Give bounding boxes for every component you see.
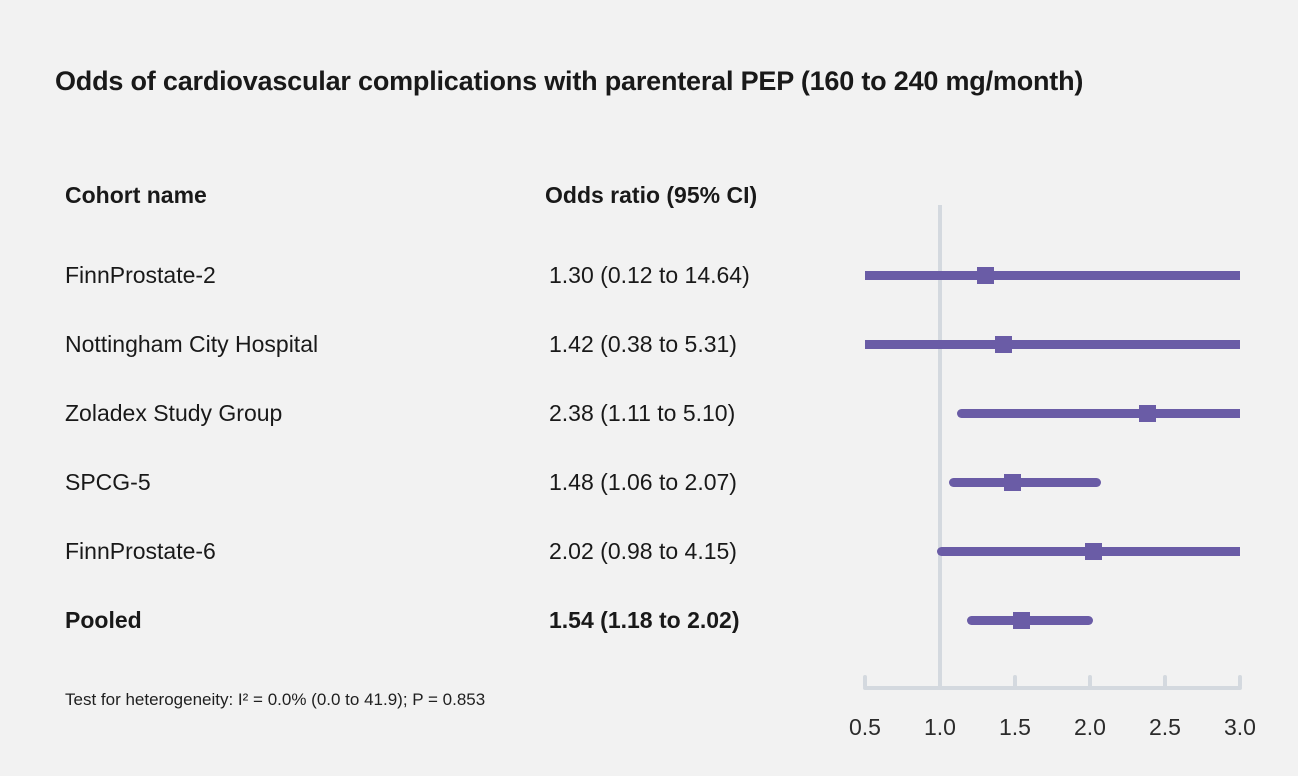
- axis-tick: [1238, 675, 1242, 688]
- axis-tick-label: 0.5: [849, 714, 881, 740]
- cohort-name: Zoladex Study Group: [65, 400, 283, 426]
- axis-tick: [1013, 675, 1017, 688]
- odds-ratio-marker: [1012, 611, 1030, 629]
- axis-tick-label: 1.0: [924, 714, 956, 740]
- cohort-name: Pooled: [65, 607, 142, 633]
- ci-bar: [949, 477, 1101, 487]
- axis-tick: [863, 675, 867, 688]
- ci-bar: [956, 408, 1240, 418]
- odds-ratio-value: 1.48 (1.06 to 2.07): [549, 469, 737, 495]
- reference-line: [938, 205, 942, 690]
- axis-tick: [1088, 675, 1092, 688]
- axis-tick-label: 2.5: [1149, 714, 1181, 740]
- axis-tick-label: 1.5: [999, 714, 1031, 740]
- odds-ratio-value: 1.54 (1.18 to 2.02): [549, 607, 740, 633]
- odds-ratio-marker: [976, 266, 994, 284]
- cohort-name: SPCG-5: [65, 469, 151, 495]
- axis-tick-label: 3.0: [1224, 714, 1256, 740]
- odds-ratio-marker: [1084, 542, 1102, 560]
- odds-ratio-value: 2.02 (0.98 to 4.15): [549, 538, 737, 564]
- odds-ratio-value: 2.38 (1.11 to 5.10): [549, 400, 736, 426]
- cohort-name: FinnProstate-2: [65, 262, 216, 288]
- odds-ratio-marker: [994, 335, 1012, 353]
- ci-bar: [865, 270, 1240, 280]
- axis-tick: [1163, 675, 1167, 688]
- heterogeneity-note: Test for heterogeneity: I² = 0.0% (0.0 t…: [65, 690, 486, 709]
- ci-bar: [967, 615, 1093, 625]
- figure-title: Odds of cardiovascular complications wit…: [55, 66, 1084, 96]
- x-axis-line: [863, 686, 1242, 690]
- odds-ratio-marker: [1138, 404, 1156, 422]
- axis-tick-label: 2.0: [1074, 714, 1106, 740]
- ci-bar: [865, 339, 1240, 349]
- cohort-name: FinnProstate-6: [65, 538, 216, 564]
- column-header-cohort-name: Cohort name: [65, 182, 207, 208]
- odds-ratio-value: 1.42 (0.38 to 5.31): [549, 331, 737, 357]
- odds-ratio-value: 1.30 (0.12 to 14.64): [549, 262, 750, 288]
- odds-ratio-marker: [1003, 473, 1021, 491]
- column-header-odds-ratio: Odds ratio (95% CI): [545, 182, 758, 208]
- cohort-name: Nottingham City Hospital: [65, 331, 319, 357]
- axis-tick: [938, 675, 942, 688]
